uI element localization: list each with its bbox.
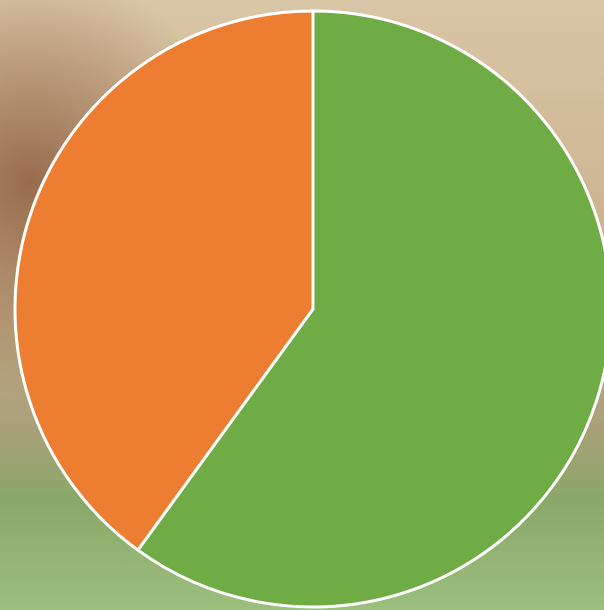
page: (() => { const data = JSON.parse(documen… bbox=[0, 0, 604, 610]
chart bbox=[0, 0, 604, 610]
pie bbox=[15, 11, 604, 607]
